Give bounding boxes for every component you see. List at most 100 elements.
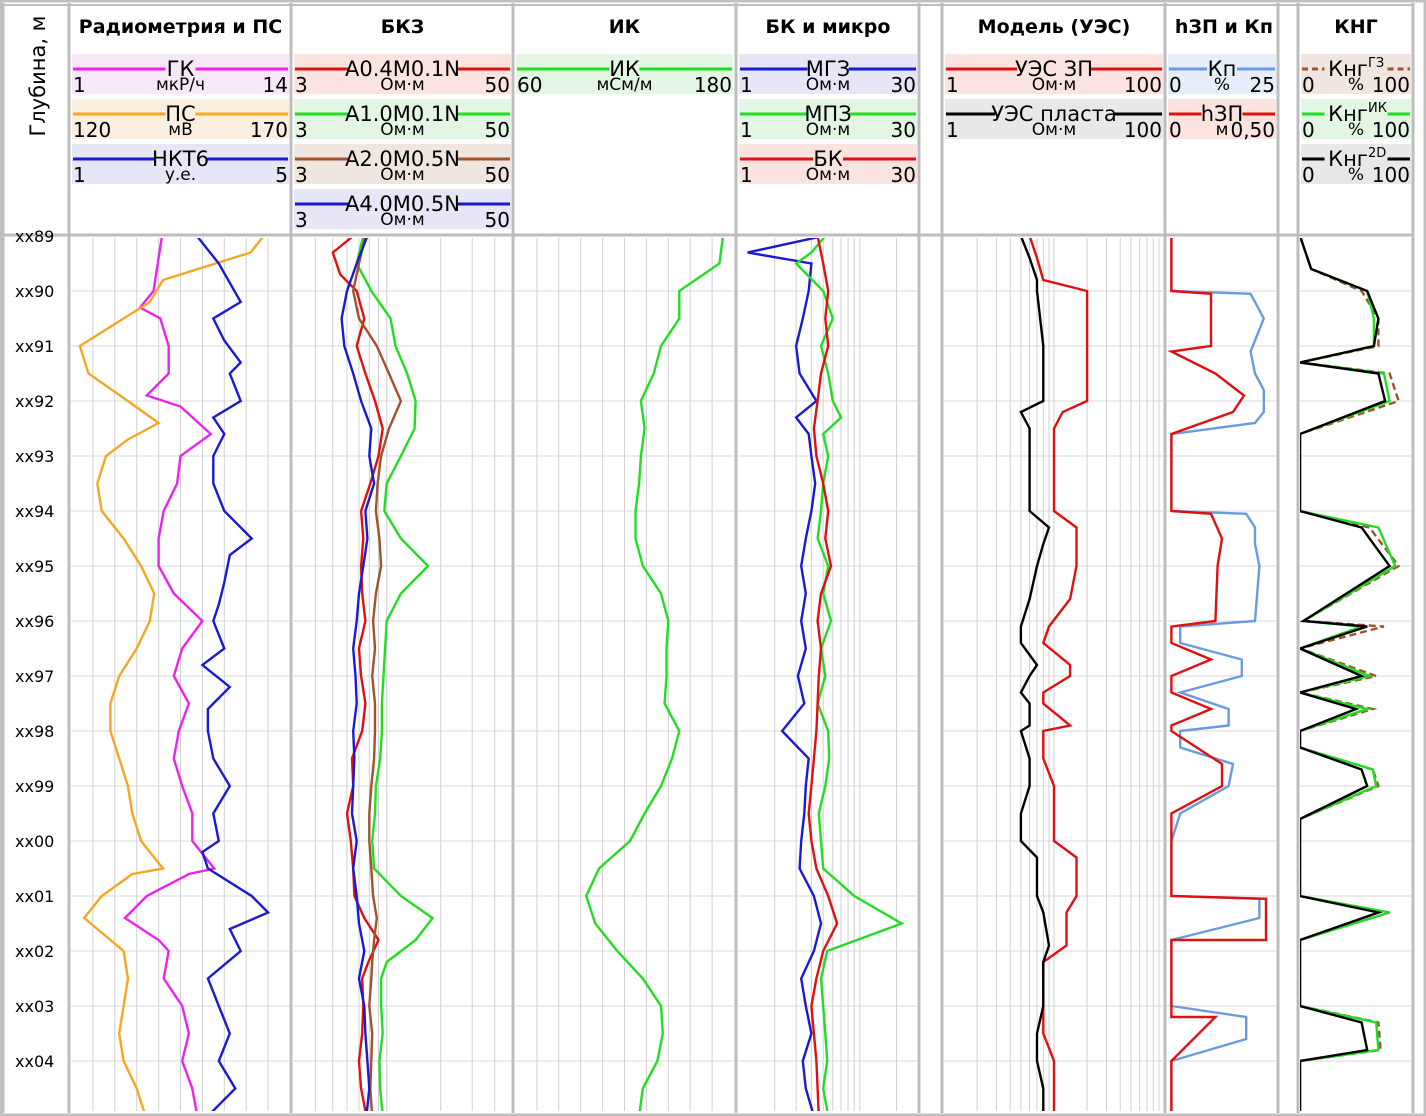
track-title: КНГ — [1334, 16, 1378, 38]
scale-right: 5 — [275, 163, 288, 187]
scale-right: 100 — [1372, 73, 1410, 97]
curve-2-0 — [584, 238, 724, 1111]
depth-tick-label: xx93 — [15, 447, 54, 466]
depth-tick-label: xx98 — [15, 722, 54, 741]
legend-unit: % — [1214, 75, 1230, 95]
legend-band — [72, 99, 289, 139]
legend-band — [72, 144, 289, 184]
track-title: ИК — [609, 16, 641, 38]
curve-3-2 — [807, 238, 839, 1111]
legend-unit: Ом·м — [380, 120, 424, 140]
scale-left: 3 — [295, 73, 308, 97]
legend-unit: мВ — [168, 120, 193, 140]
depth-tick-label: xx95 — [15, 557, 54, 576]
scale-right: 50 — [485, 118, 510, 142]
curve-0-2 — [196, 238, 271, 1111]
curve-6-2 — [1300, 238, 1392, 1111]
curve-1-1 — [355, 238, 435, 1111]
track-title: БКЗ — [381, 16, 425, 38]
legend-band — [1301, 99, 1411, 139]
legend-unit: % — [1348, 75, 1364, 95]
curve-1-2 — [351, 238, 403, 1111]
legend-curve-sup: 2D — [1368, 146, 1386, 161]
scale-right: 50 — [485, 163, 510, 187]
depth-tick-label: xx04 — [15, 1052, 54, 1071]
scale-right: 30 — [891, 163, 916, 187]
scale-right: 100 — [1372, 163, 1410, 187]
scale-right: 50 — [485, 73, 510, 97]
track-title: Радиометрия и ПС — [79, 16, 282, 38]
depth-tick-label: xx00 — [15, 832, 54, 851]
legend-band — [1301, 54, 1411, 94]
legend-curve-name: A4.0M0.5N — [345, 192, 460, 216]
scale-left: 0 — [1169, 73, 1182, 97]
scale-right: 0,50 — [1230, 118, 1275, 142]
scale-left: 3 — [295, 208, 308, 232]
legend-curve-name: Кнг — [1328, 102, 1368, 126]
legend-curve-name: Кп — [1208, 57, 1237, 81]
legend-band — [294, 99, 511, 139]
scale-right: 170 — [250, 118, 288, 142]
legend-curve-name: A0.4M0.1N — [345, 57, 460, 81]
depth-tick-label: xx94 — [15, 502, 54, 521]
legend-curve-name: hЗП — [1201, 102, 1244, 126]
scale-left: 0 — [1302, 73, 1315, 97]
legend-curve-sup: ГЗ — [1368, 56, 1384, 71]
curve-1-3 — [340, 238, 376, 1111]
legend-curve-name: БК — [813, 147, 842, 171]
legend-curve-name: МГЗ — [806, 57, 850, 81]
scale-left: 120 — [73, 118, 111, 142]
scale-left: 1 — [946, 118, 959, 142]
depth-tick-label: xx91 — [15, 337, 54, 356]
scale-left: 1 — [73, 163, 86, 187]
scale-left: 0 — [1302, 163, 1315, 187]
track-title: БК и микро — [766, 16, 891, 38]
track-title: Модель (УЭС) — [978, 16, 1131, 38]
legend-unit: у.е. — [165, 165, 196, 185]
legend-band — [945, 99, 1163, 139]
scale-left: 60 — [517, 73, 542, 97]
legend-band — [1168, 54, 1276, 94]
depth-axis-label: Глубина, м — [26, 15, 50, 136]
depth-tick-label: xx89 — [15, 227, 54, 246]
legend-unit: Ом·м — [806, 165, 850, 185]
legend-unit: Ом·м — [380, 210, 424, 230]
legend-band — [945, 54, 1163, 94]
grid-track-6 — [1300, 290, 1412, 1062]
grid-track-4 — [944, 238, 1164, 1111]
legend-band — [739, 144, 917, 184]
scale-right: 30 — [891, 73, 916, 97]
scale-right: 100 — [1124, 73, 1162, 97]
depth-tick-label: xx02 — [15, 942, 54, 961]
legend-unit: мСм/м — [596, 75, 652, 95]
scale-right: 30 — [891, 118, 916, 142]
legend-band — [294, 189, 511, 229]
depth-tick-label: xx97 — [15, 667, 54, 686]
legend-unit: Ом·м — [806, 75, 850, 95]
legend-band — [1301, 144, 1411, 184]
scale-left: 3 — [295, 118, 308, 142]
scale-right: 50 — [485, 208, 510, 232]
legend-curve-name: ПС — [165, 102, 195, 126]
curve-5-0 — [1170, 238, 1266, 1111]
scale-right: 180 — [694, 73, 732, 97]
legend-curve-name: ИК — [609, 57, 640, 81]
legend-curve-name: УЭС пласта — [991, 102, 1116, 126]
curve-4-1 — [1019, 238, 1051, 1111]
grid-track-1 — [293, 238, 512, 1111]
scale-left: 1 — [73, 73, 86, 97]
scale-left: 3 — [295, 163, 308, 187]
scale-right: 100 — [1372, 118, 1410, 142]
curve-5-1 — [1167, 238, 1268, 1111]
scale-right: 100 — [1124, 118, 1162, 142]
legend-unit: Ом·м — [380, 75, 424, 95]
curve-1-0 — [331, 238, 384, 1111]
curve-0-1 — [78, 238, 264, 1111]
legend-curve-name: МПЗ — [804, 102, 851, 126]
scale-left: 0 — [1302, 118, 1315, 142]
legend-unit: % — [1348, 165, 1364, 185]
legend-band — [72, 54, 289, 94]
grid-track-2 — [515, 238, 734, 1111]
legend-curve-name: A2.0M0.5N — [345, 147, 460, 171]
depth-tick-label: xx01 — [15, 887, 54, 906]
